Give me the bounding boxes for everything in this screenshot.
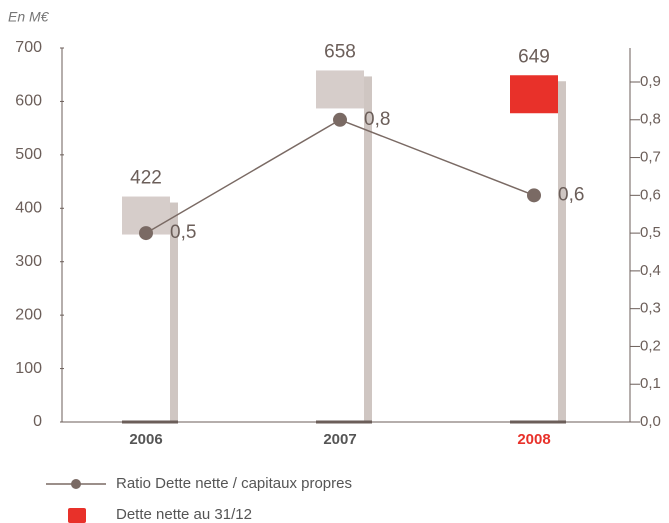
y-tick-label: 700 xyxy=(15,39,42,56)
y-tick-label: 300 xyxy=(15,253,42,270)
y2-tick-label: 0,2 xyxy=(640,337,661,354)
unit-label: En M€ xyxy=(8,9,50,25)
legend-label: Dette nette au 31/12 xyxy=(116,506,252,523)
y2-tick-label: 0,0 xyxy=(640,413,661,430)
line-value-label: 0,8 xyxy=(364,109,390,130)
y2-tick-label: 0,1 xyxy=(640,375,661,392)
line-point xyxy=(333,112,347,127)
y-tick-label: 600 xyxy=(15,93,42,110)
x-tick-label: 2006 xyxy=(129,431,162,448)
bar-value-label: 658 xyxy=(324,41,356,62)
y2-tick-label: 0,5 xyxy=(640,224,661,241)
line-value-label: 0,6 xyxy=(558,184,584,205)
legend-label: Ratio Dette nette / capitaux propres xyxy=(116,475,352,492)
y2-tick-label: 0,8 xyxy=(640,111,661,128)
y-tick-label: 400 xyxy=(15,200,42,217)
bar-value-label: 422 xyxy=(130,168,162,189)
y-tick-label: 0 xyxy=(33,413,42,430)
line-point xyxy=(139,226,153,241)
y2-tick-label: 0,9 xyxy=(640,73,661,90)
legend-line-dot xyxy=(71,479,81,489)
line-point xyxy=(527,188,541,203)
x-tick-label: 2007 xyxy=(323,431,356,448)
legend-bar-icon xyxy=(68,508,86,523)
y-tick-label: 200 xyxy=(15,306,42,323)
bar xyxy=(510,75,558,423)
bar-cap xyxy=(316,70,364,109)
x-tick-label: 2008 xyxy=(517,431,550,448)
y-tick-label: 100 xyxy=(15,360,42,377)
y2-tick-label: 0,6 xyxy=(640,186,661,203)
y2-tick-label: 0,4 xyxy=(640,262,661,279)
y-tick-label: 500 xyxy=(15,146,42,163)
line-value-label: 0,5 xyxy=(170,222,196,243)
bar-cap xyxy=(510,75,558,114)
y2-tick-label: 0,3 xyxy=(640,300,661,317)
y2-tick-label: 0,7 xyxy=(640,149,661,166)
bar-value-label: 649 xyxy=(518,46,550,67)
